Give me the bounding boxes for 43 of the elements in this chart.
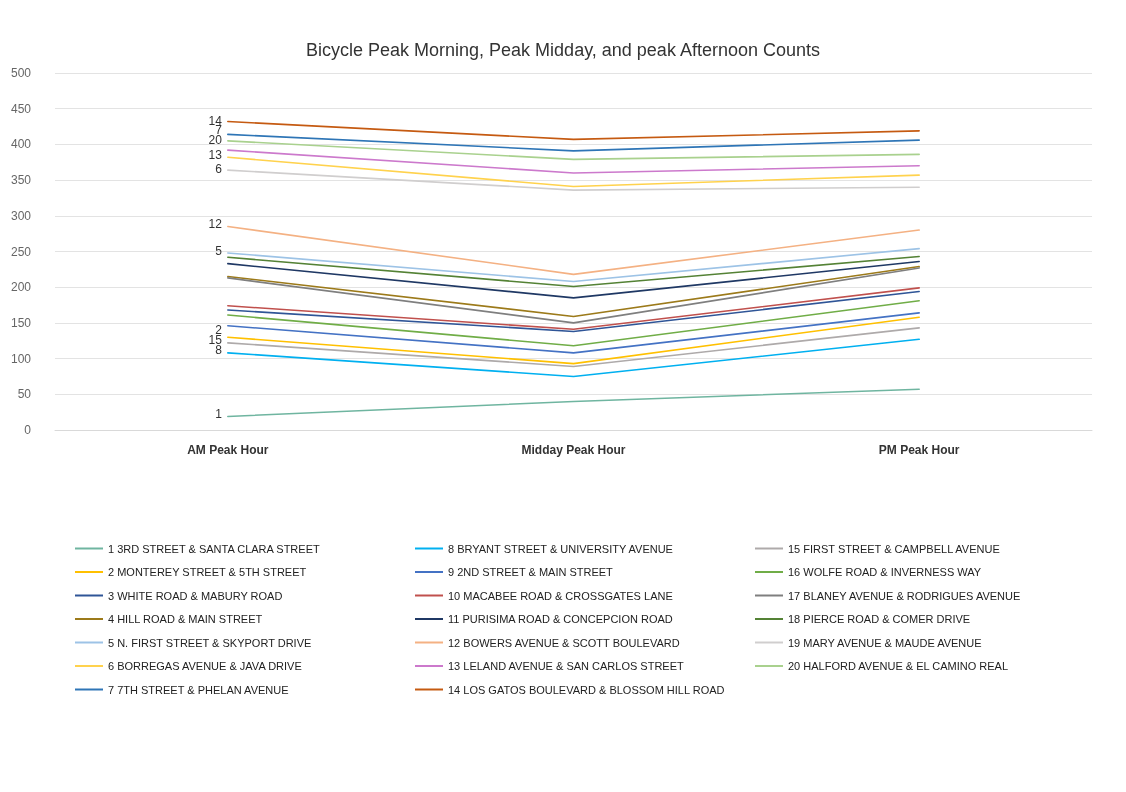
- legend-label: 10 MACABEE ROAD & CROSSGATES LANE: [448, 589, 673, 602]
- x-tick-label: PM Peak Hour: [878, 443, 960, 457]
- y-tick-label: 500: [10, 66, 32, 80]
- y-tick-label: 350: [10, 173, 32, 188]
- annotation: 1: [215, 406, 223, 421]
- annotation: 20: [208, 133, 223, 148]
- y-tick-label: 450: [10, 101, 32, 116]
- x-tick-label: Midday Peak Hour: [521, 443, 626, 457]
- y-tick-label: 150: [10, 315, 32, 330]
- annotation: 2: [215, 323, 223, 338]
- legend-label: 6 BORREGAS AVENUE & JAVA DRIVE: [108, 660, 302, 672]
- legend-label: 12 BOWERS AVENUE & SCOTT BOULEVARD: [448, 636, 680, 649]
- y-tick-label: 200: [10, 280, 32, 295]
- annotation: 12: [208, 217, 223, 232]
- annotation: 6: [215, 161, 223, 176]
- annotation: 5: [215, 243, 223, 258]
- legend-label: 7 7TH STREET & PHELAN AVENUE: [108, 683, 289, 696]
- x-tick-label: AM Peak Hour: [187, 443, 269, 457]
- legend-label: 20 HALFORD AVENUE & EL CAMINO REAL: [788, 660, 1009, 672]
- legend-label: 4 HILL ROAD & MAIN STREET: [108, 613, 263, 625]
- y-tick-label: 100: [10, 351, 32, 366]
- annotation: 8: [215, 343, 223, 358]
- y-tick-label: 400: [10, 137, 32, 152]
- legend-label: 14 LOS GATOS BOULEVARD & BLOSSOM HILL ROAD: [448, 683, 725, 696]
- y-tick-label: 300: [10, 208, 32, 223]
- legend-label: 16 WOLFE ROAD & INVERNESS WAY: [788, 566, 982, 578]
- legend-label: 18 PIERCE ROAD & COMER DRIVE: [788, 613, 971, 625]
- y-tick-label: 250: [10, 244, 32, 259]
- y-tick-label: 0: [24, 423, 32, 437]
- legend-label: 1 3RD STREET & SANTA CLARA STREET: [108, 542, 320, 555]
- chart-title: Bicycle Peak Morning, Peak Midday, and peak Afternoon Counts: [306, 40, 820, 60]
- legend-label: 13 LELAND AVENUE & SAN CARLOS STREET: [448, 660, 685, 672]
- legend-label: 2 MONTEREY STREET & 5TH STREET: [108, 566, 307, 578]
- legend-label: 5 N. FIRST STREET & SKYPORT DRIVE: [108, 636, 312, 649]
- annotation: 13: [208, 148, 223, 163]
- legend-label: 19 MARY AVENUE & MAUDE AVENUE: [788, 636, 982, 649]
- legend-label: 15 FIRST STREET & CAMPBELL AVENUE: [788, 542, 1000, 555]
- legend-label: 8 BRYANT STREET & UNIVERSITY AVENUE: [448, 542, 673, 555]
- legend-label: 3 WHITE ROAD & MABURY ROAD: [108, 589, 283, 602]
- legend-label: 11 PURISIMA ROAD & CONCEPCION ROAD: [448, 613, 673, 625]
- y-tick-label: 50: [17, 387, 32, 402]
- legend-label: 17 BLANEY AVENUE & RODRIGUES AVENUE: [788, 589, 1021, 602]
- legend-label: 9 2ND STREET & MAIN STREET: [448, 566, 614, 578]
